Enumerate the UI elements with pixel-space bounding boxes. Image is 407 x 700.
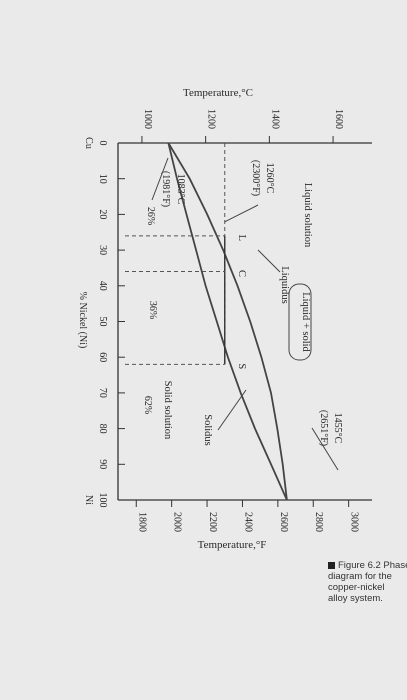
- solid-region-label: Solid solution: [162, 381, 173, 440]
- composition-tick-label: 60: [97, 352, 108, 362]
- composition-label-left: 26%: [145, 207, 156, 225]
- caption-line-1: Figure 6.2 Phase: [328, 560, 407, 571]
- point-L-label: L: [236, 235, 247, 241]
- composition-tick-label: 10: [97, 174, 108, 184]
- celsius-tick-label: 1200: [206, 109, 217, 129]
- caption-line-1-text: Figure 6.2 Phase: [338, 560, 407, 571]
- liquidus-label: Liquidus: [279, 266, 290, 303]
- point-C-label: C: [236, 270, 247, 277]
- composition-tick-label: 70: [97, 388, 108, 398]
- liquid-region-label: Liquid solution: [302, 183, 313, 248]
- fahrenheit-tick-label: 2400: [242, 512, 253, 532]
- fahrenheit-tick-label: 2200: [207, 512, 218, 532]
- ni-melt-temp-c: 1455°C: [332, 413, 343, 444]
- celsius-tick-label: 1000: [142, 109, 153, 129]
- phase-curves: [167, 142, 288, 501]
- cu-melt-temp-f: (1981°F): [160, 171, 171, 207]
- fahrenheit-tick-label: 2600: [278, 512, 289, 532]
- tie-temp-c: 1260°C: [264, 163, 275, 194]
- tie-temp-f: (2300°F): [250, 160, 261, 196]
- cu-label: Cu: [83, 137, 94, 149]
- celsius-tick-label: 1400: [269, 109, 280, 129]
- tie-temp-leader: [224, 204, 259, 223]
- liquidus-curve: [167, 142, 288, 501]
- fahrenheit-tick-label: 2000: [172, 512, 183, 532]
- composition-label-mid: 36%: [147, 301, 158, 319]
- solidus-curve: [167, 142, 288, 501]
- composition-tick-label: 40: [97, 281, 108, 291]
- composition-label-right: 62%: [142, 396, 153, 414]
- caption-line-3: copper-nickel: [328, 582, 385, 593]
- ni-label: Ni: [83, 495, 94, 505]
- axes-frame: [117, 136, 372, 507]
- figure-caption: Figure 6.2 Phase diagram for the copper-…: [328, 560, 407, 604]
- composition-tick-label: 50: [97, 317, 108, 327]
- celsius-axis-title: Temperature,°C: [183, 87, 253, 99]
- composition-tick-label: 0: [97, 141, 108, 146]
- composition-tick-label: 30: [97, 245, 108, 255]
- solidus-leader: [217, 389, 247, 431]
- composition-axis-title: % Nickel (Ni): [77, 292, 88, 349]
- fahrenheit-tick-label: 3000: [349, 512, 360, 532]
- liquidus-leader: [257, 249, 281, 273]
- cu-melt-leader: [151, 157, 169, 201]
- fahrenheit-axis-title: Temperature,°F: [198, 539, 267, 551]
- caption-bullet-icon: [328, 561, 335, 569]
- fahrenheit-tick-label: 1800: [136, 512, 147, 532]
- fahrenheit-tick-label: 2800: [313, 512, 324, 532]
- solidus-label: Solidus: [202, 414, 213, 446]
- composition-tick-label: 90: [97, 459, 108, 469]
- ni-melt-leader: [311, 427, 339, 471]
- caption-line-2: diagram for the: [328, 571, 392, 582]
- celsius-tick-label: 1600: [333, 109, 344, 129]
- cu-melt-temp-c: 1083°C: [175, 174, 186, 205]
- ni-melt-temp-f: (2651°F): [318, 410, 329, 446]
- two-phase-label-box: [288, 283, 312, 361]
- point-S-label: S: [236, 363, 247, 369]
- caption-line-4: alloy system.: [328, 593, 383, 604]
- composition-tick-label: 100: [97, 493, 108, 508]
- composition-tick-label: 80: [97, 424, 108, 434]
- two-phase-region-label: Liquid + solid: [300, 292, 311, 352]
- composition-tick-label: 20: [97, 209, 108, 219]
- tie-line-group: [125, 143, 226, 365]
